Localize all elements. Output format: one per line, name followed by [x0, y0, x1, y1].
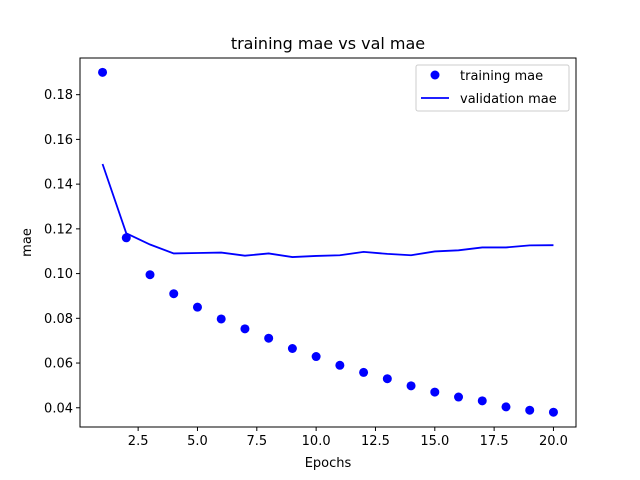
legend-marker-training-mae [430, 70, 440, 80]
data-point-training-mae [454, 392, 464, 402]
data-point-training-mae [264, 333, 274, 343]
x-axis: 2.5 5.0 7.5 10.0 12.5 15.0 17.5 20.0 [128, 427, 568, 449]
x-axis-label: Epochs [305, 456, 352, 471]
data-point-training-mae [287, 344, 297, 354]
data-point-training-mae [335, 360, 345, 370]
y-tick-label: 0.14 [44, 178, 73, 193]
y-tick-label: 0.16 [44, 133, 73, 148]
data-point-training-mae [311, 352, 321, 362]
y-tick-label: 0.10 [44, 267, 73, 282]
legend: training mae validation mae [415, 64, 570, 112]
y-axis-label: mae [20, 228, 35, 257]
axes-frame [79, 57, 577, 428]
data-point-training-mae [240, 324, 250, 334]
data-point-training-mae [525, 405, 535, 415]
data-point-training-mae [216, 314, 226, 324]
x-tick-label: 12.5 [361, 434, 390, 449]
plot-area [98, 67, 558, 417]
data-point-training-mae [430, 387, 440, 397]
data-point-training-mae [98, 67, 108, 77]
data-point-training-mae [359, 367, 369, 377]
x-tick-label: 15.0 [420, 434, 449, 449]
x-tick-label: 10.0 [302, 434, 331, 449]
data-point-training-mae [406, 381, 416, 391]
x-tick-label: 20.0 [539, 434, 568, 449]
data-point-training-mae [169, 289, 179, 299]
y-tick-label: 0.08 [44, 312, 73, 327]
y-tick-label: 0.18 [44, 88, 73, 103]
data-point-training-mae [192, 302, 202, 312]
x-tick-label: 5.0 [187, 434, 208, 449]
x-tick-label: 17.5 [480, 434, 509, 449]
legend-box [415, 64, 570, 112]
data-point-training-mae [501, 402, 511, 412]
data-point-training-mae [145, 270, 155, 280]
legend-label-validation-mae: validation mae [460, 92, 557, 107]
data-point-training-mae [548, 407, 558, 417]
legend-label-training-mae: training mae [460, 69, 543, 84]
y-tick-label: 0.06 [44, 357, 73, 372]
series-line-validation-mae [101, 163, 554, 258]
data-point-training-mae [477, 396, 487, 406]
data-point-training-mae [121, 233, 131, 243]
chart-title: training mae vs val mae [231, 34, 425, 53]
y-tick-label: 0.12 [44, 222, 73, 237]
y-tick-label: 0.04 [44, 401, 73, 416]
x-tick-label: 2.5 [128, 434, 149, 449]
data-point-training-mae [382, 374, 392, 384]
y-axis: 0.04 0.06 0.08 0.10 0.12 0.14 0.16 0.18 [44, 88, 80, 416]
x-tick-label: 7.5 [246, 434, 267, 449]
